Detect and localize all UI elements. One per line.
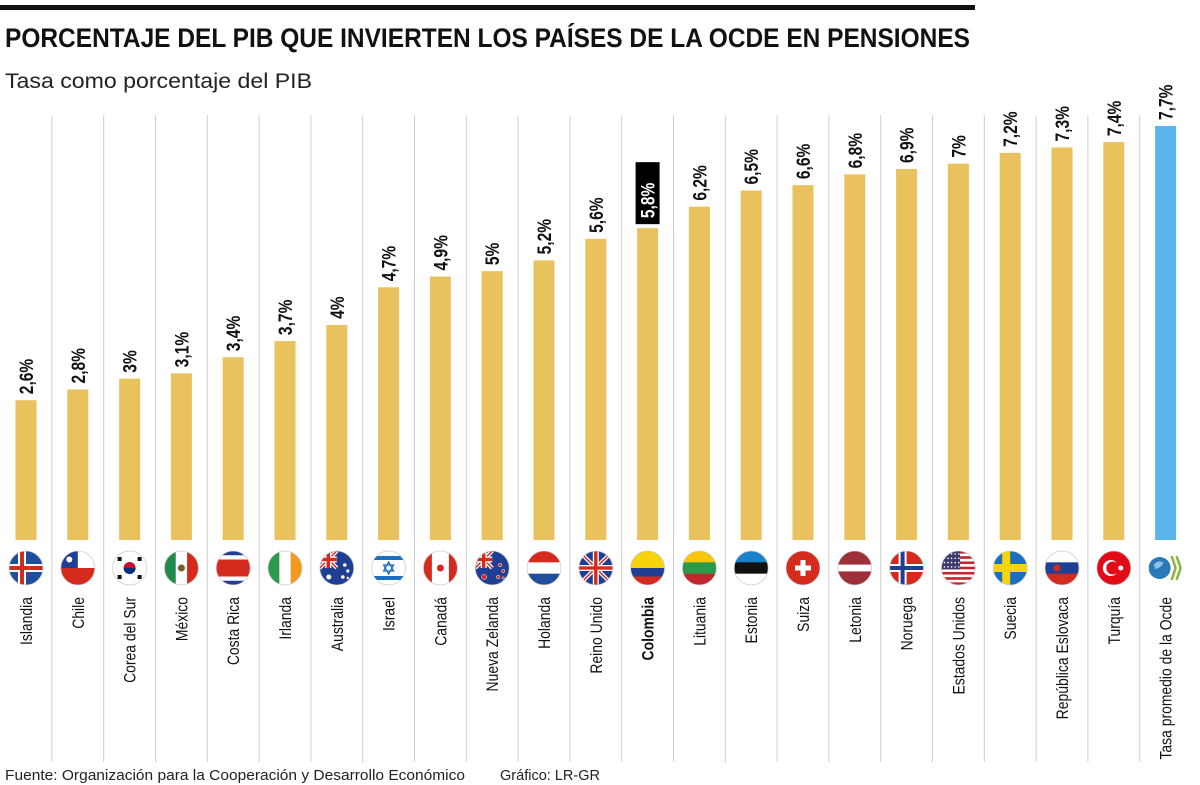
category-label: Nueva Zelanda [484,597,503,692]
flag-chile-icon [60,551,95,585]
bar-noruega [896,169,918,540]
flag-new-zealand-icon [475,551,510,585]
flag-latvia-icon [837,551,872,585]
data-label: 3,1% [171,332,193,367]
bar-lituania [688,206,710,540]
category-label: Holanda [536,597,555,649]
flag-slovakia-icon [1045,551,1079,585]
data-label: 6,5% [741,149,763,184]
flag-lithuania-icon [682,551,717,585]
category-label: Islandia [18,597,37,645]
flag-norway-icon [889,551,924,585]
data-label: 7% [948,135,970,158]
bar-holanda [533,260,555,540]
bar-canadá [429,276,451,540]
category-label: Colombia [639,597,658,661]
category-label: Israel [380,597,399,631]
category-label: Lituania [691,597,710,646]
flag-turkey-icon [1096,551,1131,585]
data-label: 2,6% [16,359,38,394]
category-label: Estados Unidos [950,597,969,695]
bar-costa-rica [222,357,244,540]
bar-suecia [999,152,1021,540]
data-label: 7,7% [1155,85,1177,120]
data-label: 7,2% [1000,111,1022,146]
data-label: 7,4% [1103,101,1125,136]
category-label: Estonia [743,597,762,644]
flag-switzerland-icon [786,551,820,585]
flag-estonia-icon [734,551,769,585]
data-label: 5% [482,243,504,266]
category-label: Suecia [1002,597,1021,640]
flag-ireland-icon [268,551,302,585]
data-label: 6,2% [689,165,711,200]
flag-canada-icon [423,551,458,585]
flag-netherlands-icon [527,551,561,585]
category-label: Irlanda [277,597,296,640]
data-label: 5,6% [585,197,607,232]
category-label: Letonia [847,597,866,643]
data-label: 4,7% [378,246,400,281]
category-label: Suiza [795,597,814,632]
data-label: 7,3% [1052,106,1074,141]
flag-iceland-icon [9,551,43,585]
chart-subtitle: Tasa como porcentaje del PIB [5,70,312,93]
flag-israel-icon [371,551,406,585]
category-label: Turquía [1106,597,1125,645]
category-label: Corea del Sur [121,597,140,683]
flag-uk-icon [578,551,613,585]
bar-reino-unido [585,238,607,540]
bar-chile [67,389,89,540]
data-label: 4% [326,296,348,319]
bar-colombia [637,228,659,541]
flag-colombia-icon [630,551,665,585]
category-label: Canadá [432,597,451,646]
category-label: Australia [329,597,348,652]
data-label: 4,9% [430,235,452,270]
bar-méxico [170,373,192,540]
bar-estados-unidos [947,163,969,541]
chart-title: PORCENTAJE DEL PIB QUE INVIERTEN LOS PAÍ… [5,22,970,53]
flag-south-korea-icon [112,551,147,585]
top-rule [0,5,975,10]
bar-república-eslovaca [1051,147,1073,540]
data-label: 5,2% [534,219,556,254]
category-label: Chile [70,597,89,629]
data-label: 2,8% [67,348,89,383]
category-label: República Eslovaca [1054,597,1073,720]
highlight-label-box [635,162,660,225]
flag-sweden-icon [993,551,1028,585]
category-label: Reino Unido [588,597,607,674]
bar-corea-del-sur [119,378,141,540]
data-label: 3% [119,350,141,373]
bar-estonia [740,190,762,541]
data-label: 6,8% [844,133,866,168]
data-label: 6,6% [793,144,815,179]
data-label: 5,8% [637,183,659,218]
bar-turquía [1103,142,1125,540]
bar-irlanda [274,341,296,540]
bar-israel [378,287,400,540]
bar-islandia [15,400,37,540]
bar-ocde-average [1155,126,1177,540]
category-label: México [173,597,192,641]
bar-nueva-zelanda [481,271,503,540]
category-label: Tasa promedio de la Ocde [1157,597,1176,760]
data-label: 3,4% [223,316,245,351]
data-label: 6,9% [896,128,918,163]
bar-suiza [792,185,814,540]
footer-credit: Gráfico: LR-GR [500,767,600,784]
ocde-logo-icon [1148,551,1183,585]
flag-mexico-icon [164,551,199,585]
bar-australia [326,324,348,540]
data-label: 3,7% [275,300,297,335]
flag-costa-rica-icon [216,551,251,585]
category-label: Noruega [898,597,917,651]
footer-source: Fuente: Organización para la Cooperación… [5,767,465,784]
flag-australia-icon [319,551,354,585]
bar-letonia [844,174,866,540]
category-label: Costa Rica [225,597,244,665]
